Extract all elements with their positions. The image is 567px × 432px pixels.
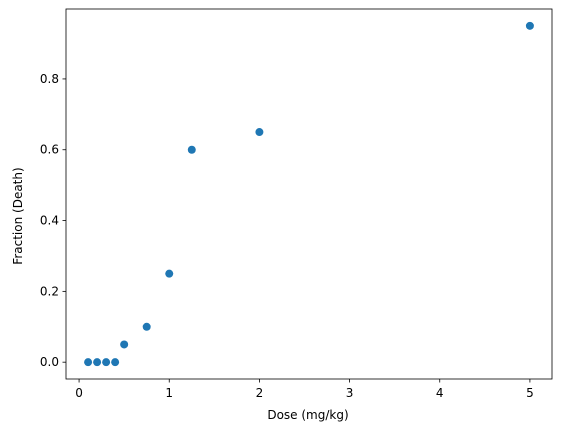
y-tick-label: 0.0 — [40, 355, 59, 369]
y-tick-label: 0.6 — [40, 143, 59, 157]
y-tick-label: 0.2 — [40, 284, 59, 298]
x-tick-label: 1 — [165, 386, 173, 400]
x-tick-label: 2 — [256, 386, 264, 400]
y-axis-label: Fraction (Death) — [11, 167, 25, 264]
y-tick-label: 0.4 — [40, 214, 59, 228]
data-point — [165, 270, 173, 278]
data-point — [188, 146, 196, 154]
data-point — [93, 358, 101, 366]
data-point — [526, 22, 534, 30]
data-point — [120, 340, 128, 348]
x-tick-label: 0 — [75, 386, 83, 400]
data-point — [102, 358, 110, 366]
x-tick-label: 4 — [436, 386, 444, 400]
data-point — [84, 358, 92, 366]
x-axis-label: Dose (mg/kg) — [267, 408, 348, 422]
data-point — [255, 128, 263, 136]
data-point — [143, 323, 151, 331]
data-point — [111, 358, 119, 366]
y-tick-label: 0.8 — [40, 72, 59, 86]
x-tick-label: 3 — [346, 386, 354, 400]
x-tick-label: 5 — [526, 386, 534, 400]
